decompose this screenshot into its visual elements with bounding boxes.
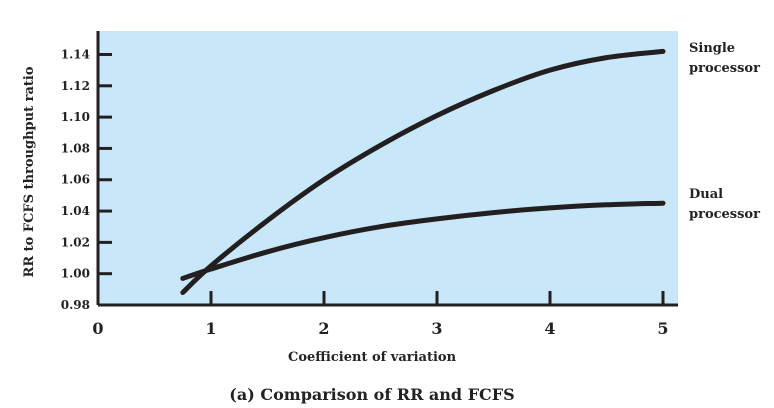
- x-axis-title: Coefficient of variation: [288, 350, 457, 365]
- y-tick-label: 1.14: [61, 47, 90, 61]
- series-label-single-processor: Single processor: [689, 41, 760, 76]
- y-tick-label: 1.08: [61, 141, 90, 155]
- series-label-dual-processor: Dual processor: [689, 187, 760, 222]
- x-tick-label: 1: [205, 319, 216, 338]
- y-axis-ticks: 0.98 1.00 1.02 1.04 1.06 1.08 1.10 1.12 1.14: [61, 47, 112, 312]
- y-tick-label: 1.12: [61, 79, 90, 93]
- series-lines: [180, 48, 666, 295]
- y-tick-label: 0.98: [61, 298, 90, 312]
- y-tick-label: 1.02: [61, 235, 90, 249]
- series-line-dual-processor: [180, 200, 666, 281]
- y-tick-label: 1.10: [61, 110, 90, 124]
- x-axis-ticks: 0 1 2 3 4 5: [92, 291, 669, 338]
- plot-area: [98, 31, 678, 305]
- y-axis-title: RR to FCFS throughput ratio: [22, 66, 37, 277]
- y-tick-label: 1.04: [61, 204, 90, 218]
- x-tick-label: 3: [431, 319, 442, 338]
- x-tick-label: 4: [544, 319, 555, 338]
- y-tick-label: 1.06: [61, 173, 90, 187]
- chart-caption: (a) Comparison of RR and FCFS: [229, 385, 514, 404]
- series-line-single-processor: [180, 48, 666, 295]
- x-tick-label: 5: [657, 319, 668, 338]
- y-tick-label: 1.00: [61, 267, 90, 281]
- x-tick-label: 0: [92, 319, 103, 338]
- series-labels: Single processor Dual processor: [689, 41, 760, 222]
- x-tick-label: 2: [318, 319, 329, 338]
